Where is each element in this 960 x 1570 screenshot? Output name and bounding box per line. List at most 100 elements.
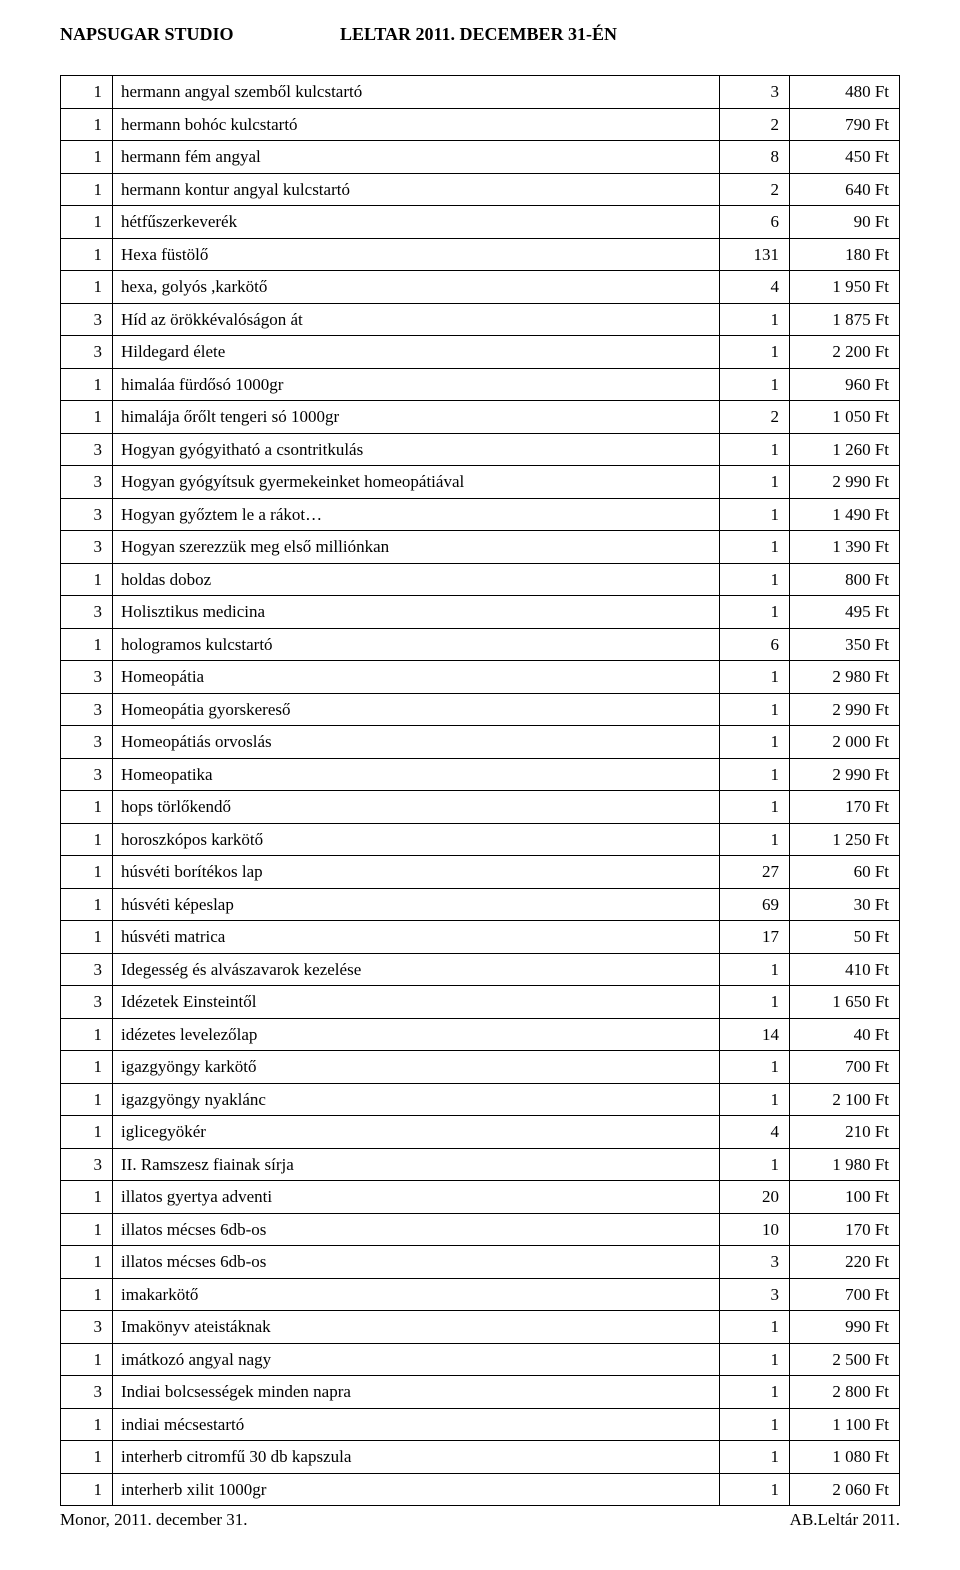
table-row: 1hexa, golyós ,karkötő41 950 Ft <box>61 271 900 304</box>
cell-price: 1 100 Ft <box>790 1408 900 1441</box>
cell-description: himalája őrőlt tengeri só 1000gr <box>113 401 720 434</box>
table-row: 1imátkozó angyal nagy12 500 Ft <box>61 1343 900 1376</box>
cell-price: 2 990 Ft <box>790 466 900 499</box>
cell-col1: 1 <box>61 108 113 141</box>
cell-price: 40 Ft <box>790 1018 900 1051</box>
cell-col1: 3 <box>61 953 113 986</box>
cell-quantity: 131 <box>720 238 790 271</box>
cell-quantity: 69 <box>720 888 790 921</box>
cell-price: 960 Ft <box>790 368 900 401</box>
table-row: 1imakarkötő3700 Ft <box>61 1278 900 1311</box>
cell-description: Idézetek Einsteintől <box>113 986 720 1019</box>
cell-col1: 1 <box>61 173 113 206</box>
cell-price: 1 950 Ft <box>790 271 900 304</box>
cell-description: hermann fém angyal <box>113 141 720 174</box>
cell-description: Idegesség és alvászavarok kezelése <box>113 953 720 986</box>
cell-col1: 3 <box>61 1148 113 1181</box>
cell-col1: 1 <box>61 271 113 304</box>
cell-quantity: 4 <box>720 271 790 304</box>
table-row: 1igazgyöngy nyaklánc12 100 Ft <box>61 1083 900 1116</box>
cell-quantity: 1 <box>720 693 790 726</box>
table-row: 1interherb xilit 1000gr12 060 Ft <box>61 1473 900 1506</box>
cell-price: 30 Ft <box>790 888 900 921</box>
cell-col1: 3 <box>61 726 113 759</box>
cell-price: 1 875 Ft <box>790 303 900 336</box>
cell-quantity: 1 <box>720 1441 790 1474</box>
cell-price: 2 800 Ft <box>790 1376 900 1409</box>
cell-col1: 1 <box>61 368 113 401</box>
table-row: 1húsvéti matrica1750 Ft <box>61 921 900 954</box>
table-row: 3Homeopátia12 980 Ft <box>61 661 900 694</box>
cell-col1: 1 <box>61 1278 113 1311</box>
cell-price: 350 Ft <box>790 628 900 661</box>
cell-price: 2 100 Ft <box>790 1083 900 1116</box>
cell-col1: 3 <box>61 661 113 694</box>
cell-price: 1 260 Ft <box>790 433 900 466</box>
cell-description: illatos mécses 6db-os <box>113 1213 720 1246</box>
cell-quantity: 1 <box>720 596 790 629</box>
cell-description: hologramos kulcstartó <box>113 628 720 661</box>
table-row: 3Idézetek Einsteintől11 650 Ft <box>61 986 900 1019</box>
cell-quantity: 1 <box>720 661 790 694</box>
cell-quantity: 1 <box>720 823 790 856</box>
cell-price: 2 980 Ft <box>790 661 900 694</box>
cell-quantity: 3 <box>720 76 790 109</box>
cell-col1: 3 <box>61 1311 113 1344</box>
table-row: 1hermann kontur angyal kulcstartó2640 Ft <box>61 173 900 206</box>
cell-col1: 1 <box>61 206 113 239</box>
cell-quantity: 20 <box>720 1181 790 1214</box>
cell-description: Hogyan szerezzük meg első milliónkan <box>113 531 720 564</box>
cell-quantity: 3 <box>720 1278 790 1311</box>
cell-description: imakarkötő <box>113 1278 720 1311</box>
footer-right: AB.Leltár 2011. <box>790 1510 900 1530</box>
cell-description: iglicegyökér <box>113 1116 720 1149</box>
cell-price: 50 Ft <box>790 921 900 954</box>
cell-quantity: 14 <box>720 1018 790 1051</box>
table-row: 1interherb citromfű 30 db kapszula11 080… <box>61 1441 900 1474</box>
cell-col1: 1 <box>61 921 113 954</box>
cell-col1: 1 <box>61 1051 113 1084</box>
page-header: NAPSUGAR STUDIO LELTAR 2011. DECEMBER 31… <box>60 24 900 45</box>
cell-price: 170 Ft <box>790 1213 900 1246</box>
table-row: 1illatos mécses 6db-os3220 Ft <box>61 1246 900 1279</box>
cell-price: 220 Ft <box>790 1246 900 1279</box>
cell-description: Homeopátia <box>113 661 720 694</box>
cell-price: 2 060 Ft <box>790 1473 900 1506</box>
cell-quantity: 1 <box>720 466 790 499</box>
table-row: 1hermann bohóc kulcstartó2790 Ft <box>61 108 900 141</box>
cell-price: 2 990 Ft <box>790 693 900 726</box>
header-left: NAPSUGAR STUDIO <box>60 24 340 45</box>
table-row: 3Hildegard élete12 200 Ft <box>61 336 900 369</box>
cell-quantity: 1 <box>720 303 790 336</box>
table-row: 3Hogyan gyógyitható a csontritkulás11 26… <box>61 433 900 466</box>
cell-description: húsvéti képeslap <box>113 888 720 921</box>
cell-col1: 3 <box>61 498 113 531</box>
table-row: 1illatos gyertya adventi20100 Ft <box>61 1181 900 1214</box>
cell-quantity: 2 <box>720 401 790 434</box>
table-row: 3Homeopatika12 990 Ft <box>61 758 900 791</box>
table-row: 1húsvéti képeslap6930 Ft <box>61 888 900 921</box>
cell-price: 1 650 Ft <box>790 986 900 1019</box>
cell-price: 790 Ft <box>790 108 900 141</box>
table-row: 3Homeopátiás orvoslás12 000 Ft <box>61 726 900 759</box>
table-row: 3Indiai bolcsességek minden napra12 800 … <box>61 1376 900 1409</box>
cell-price: 170 Ft <box>790 791 900 824</box>
cell-description: holdas doboz <box>113 563 720 596</box>
cell-col1: 1 <box>61 823 113 856</box>
cell-col1: 1 <box>61 1408 113 1441</box>
header-right: LELTAR 2011. DECEMBER 31-ÉN <box>340 24 617 45</box>
cell-col1: 1 <box>61 628 113 661</box>
cell-price: 1 390 Ft <box>790 531 900 564</box>
cell-price: 990 Ft <box>790 1311 900 1344</box>
cell-col1: 3 <box>61 336 113 369</box>
cell-description: Imakönyv ateistáknak <box>113 1311 720 1344</box>
cell-description: Hogyan gyógyítsuk gyermekeinket homeopát… <box>113 466 720 499</box>
cell-price: 1 080 Ft <box>790 1441 900 1474</box>
cell-price: 210 Ft <box>790 1116 900 1149</box>
cell-col1: 1 <box>61 1181 113 1214</box>
cell-quantity: 2 <box>720 108 790 141</box>
cell-col1: 3 <box>61 986 113 1019</box>
table-row: 3II. Ramszesz fiainak sírja11 980 Ft <box>61 1148 900 1181</box>
cell-description: II. Ramszesz fiainak sírja <box>113 1148 720 1181</box>
cell-price: 100 Ft <box>790 1181 900 1214</box>
